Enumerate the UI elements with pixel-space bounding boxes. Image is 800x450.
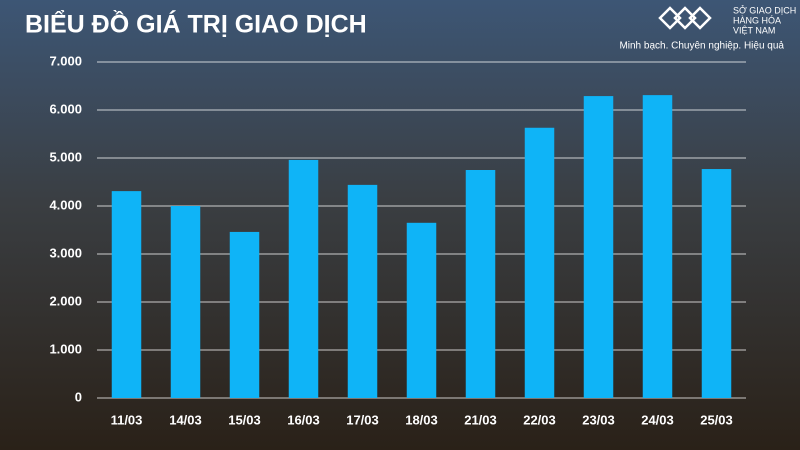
x-tick-label: 24/03 xyxy=(641,412,674,427)
x-tick-label: 23/03 xyxy=(582,412,615,427)
bar xyxy=(288,159,319,398)
x-tick-label: 14/03 xyxy=(169,412,202,427)
logo-line: SỞ GIAO DỊCH xyxy=(733,4,796,15)
bar xyxy=(642,95,673,399)
x-tick-label: 11/03 xyxy=(111,412,143,427)
logo-icon xyxy=(658,6,712,30)
logo-line: HÀNG HÓA xyxy=(733,15,781,25)
y-tick-label: 2.000 xyxy=(49,293,82,308)
x-tick-label: 17/03 xyxy=(346,412,379,427)
chart-title: BIỂU ĐỒ GIÁ TRỊ GIAO DỊCH xyxy=(25,9,367,39)
bar xyxy=(583,96,614,398)
x-tick-label: 15/03 xyxy=(228,412,261,427)
y-tick-label: 6.000 xyxy=(49,101,82,116)
y-tick-label: 0 xyxy=(75,389,82,404)
x-tick-label: 25/03 xyxy=(700,412,733,427)
bar xyxy=(406,222,437,398)
logo: SỞ GIAO DỊCH HÀNG HÓA VIỆT NAM Minh bạch… xyxy=(619,4,796,51)
bar xyxy=(347,184,378,398)
x-tick-label: 16/03 xyxy=(287,412,320,427)
bar xyxy=(524,127,555,398)
y-tick-label: 1.000 xyxy=(49,341,82,356)
logo-tagline: Minh bạch. Chuyên nghiệp. Hiệu quả xyxy=(619,41,784,52)
logo-line: VIỆT NAM xyxy=(733,25,775,35)
y-tick-label: 7.000 xyxy=(49,53,82,68)
x-tick-label: 18/03 xyxy=(405,412,438,427)
y-tick-label: 5.000 xyxy=(49,149,82,164)
y-tick-label: 4.000 xyxy=(49,197,82,212)
x-tick-label: 22/03 xyxy=(523,412,556,427)
x-tick-label: 21/03 xyxy=(464,412,497,427)
bar xyxy=(229,231,260,398)
bar xyxy=(701,169,732,398)
bar xyxy=(111,191,142,398)
bar xyxy=(170,206,201,398)
y-tick-label: 3.000 xyxy=(49,245,82,260)
bar xyxy=(465,170,496,398)
